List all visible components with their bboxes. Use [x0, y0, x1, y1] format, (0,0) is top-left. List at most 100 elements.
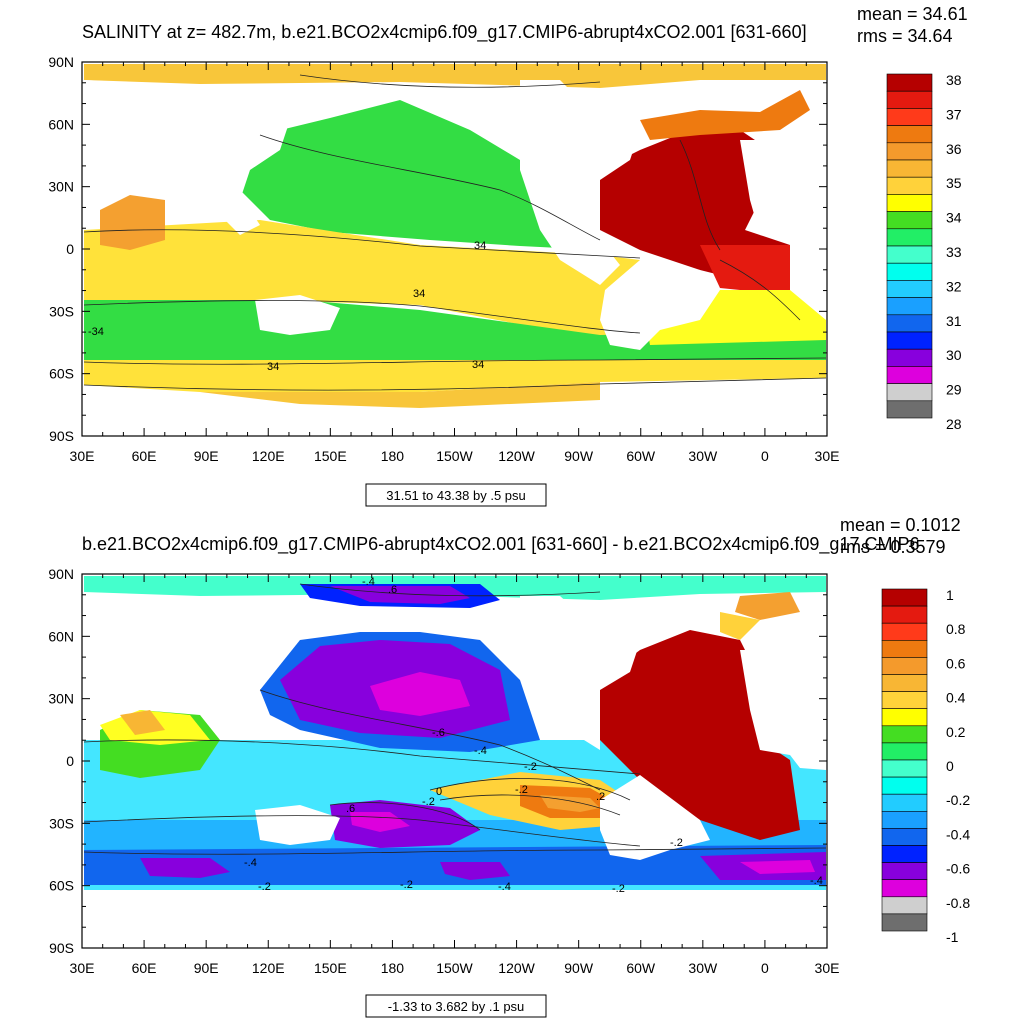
- colorbar-swatch: [881, 674, 928, 692]
- contour-label: -.4: [810, 875, 823, 887]
- lon-tick-label: 180: [381, 960, 405, 976]
- rms-label: rms = 0.3579: [840, 537, 946, 557]
- contour-label: -.4: [362, 576, 375, 588]
- colorbar-swatch: [881, 793, 928, 812]
- lat-tick-label: 30S: [49, 815, 74, 831]
- panel-difference: b.e21.BCO2x4cmip6.f09_g17.CMIP6-abrupt4x…: [48, 515, 970, 1018]
- contour-label: 0: [436, 786, 442, 798]
- lon-tick-label: 30E: [815, 960, 840, 976]
- contour-info: -1.33 to 3.682 by .1 psu: [388, 999, 525, 1014]
- colorbar-label: -0.6: [946, 861, 970, 877]
- lat-tick-label: 30N: [48, 691, 74, 707]
- mean-label: mean = 34.61: [857, 4, 968, 24]
- lon-tick-label: 150E: [314, 960, 347, 976]
- lat-tick-label: 90S: [49, 428, 74, 444]
- contour-label: 34: [472, 359, 484, 371]
- colorbar-swatch: [881, 810, 928, 829]
- colorbar-label: 0.2: [946, 724, 966, 740]
- lat-tick-label: 30S: [49, 303, 74, 319]
- contour-label: -.4: [498, 881, 511, 893]
- colorbar-label: 0.4: [946, 690, 966, 706]
- contour-label: -.2: [515, 784, 528, 796]
- lon-tick-label: 90E: [194, 448, 219, 464]
- lon-tick-label: 30W: [688, 960, 718, 976]
- mean-label: mean = 0.1012: [840, 515, 961, 535]
- lon-tick-label: 120E: [252, 960, 285, 976]
- colorbar-swatch: [886, 262, 933, 281]
- colorbar-label: 0.6: [946, 655, 966, 671]
- lon-tick-label: 90W: [564, 448, 594, 464]
- colorbar-swatch: [886, 176, 933, 195]
- land-mask: [84, 596, 826, 946]
- contour-lines: [83, 583, 827, 855]
- contour-label: -.2: [422, 796, 435, 808]
- lon-tick-label: 30E: [815, 448, 840, 464]
- colorbar-swatch: [881, 862, 928, 880]
- lat-tick-label: 60N: [48, 116, 74, 132]
- colorbar-swatch: [881, 708, 928, 727]
- colorbar-label: 35: [946, 175, 962, 191]
- lat-tick-label: 90N: [48, 54, 74, 70]
- colorbar-swatch: [886, 108, 933, 126]
- colorbar-swatch: [881, 588, 928, 607]
- contour-label: -.2: [258, 881, 271, 893]
- lon-tick-label: 120W: [498, 960, 535, 976]
- colorbar-label: -0.4: [946, 826, 970, 842]
- lon-tick-label: 150W: [436, 448, 473, 464]
- colorbar-swatch: [886, 314, 933, 333]
- contour-label: -.4: [474, 745, 487, 757]
- colorbar-label: 1: [946, 587, 954, 603]
- colorbar-swatch: [881, 759, 928, 778]
- contour-info-box: -1.33 to 3.682 by .1 psu: [365, 994, 547, 1018]
- map-area: 34 34 -34 34 34: [81, 61, 828, 437]
- colorbar-label: 31: [946, 313, 962, 329]
- colorbar-label: 32: [946, 278, 962, 294]
- lat-tick-label: 30N: [48, 179, 74, 195]
- contour-labels: 34 34 -34 34 34: [88, 240, 486, 373]
- colorbar-swatch: [886, 400, 933, 419]
- contour-label: .6: [346, 803, 355, 815]
- colorbar-label: 34: [946, 210, 962, 226]
- land-mask: [84, 80, 826, 350]
- contour-label: -34: [88, 326, 104, 338]
- colorbar-label: 30: [946, 347, 962, 363]
- lon-tick-label: 120W: [498, 448, 535, 464]
- colorbar-swatch: [886, 366, 933, 384]
- lon-tick-label: 90E: [194, 960, 219, 976]
- colorbar-swatch: [881, 742, 928, 761]
- lon-tick-label: 30E: [70, 448, 95, 464]
- contour-label: 34: [413, 288, 425, 300]
- colorbar-swatch: [881, 913, 928, 932]
- lon-tick-label: 0: [761, 960, 769, 976]
- colorbar-swatch: [881, 845, 928, 863]
- colorbar-swatch: [881, 657, 928, 675]
- colorbar-swatch: [881, 828, 928, 846]
- colorbar-label: -0.2: [946, 792, 970, 808]
- colorbar-swatch: [881, 896, 928, 915]
- contour-label: -.6: [432, 727, 445, 739]
- lon-tick-label: 60E: [132, 448, 157, 464]
- rms-label: rms = 34.64: [857, 26, 953, 46]
- colorbar-swatch: [886, 383, 933, 402]
- lat-tick-label: 60N: [48, 628, 74, 644]
- colorbar-swatch: [881, 639, 928, 658]
- lon-tick-label: 150W: [436, 960, 473, 976]
- colorbar-swatch: [886, 90, 933, 109]
- panel-title: b.e21.BCO2x4cmip6.f09_g17.CMIP6-abrupt4x…: [82, 534, 919, 555]
- lon-tick-label: 0: [761, 448, 769, 464]
- colorbar-swatch: [881, 725, 928, 744]
- contour-label: -.2: [612, 883, 625, 895]
- panel-salinity: SALINITY at z= 482.7m, b.e21.BCO2x4cmip6…: [48, 4, 968, 507]
- lon-tick-label: 120E: [252, 448, 285, 464]
- lon-tick-label: 30W: [688, 448, 718, 464]
- colorbar: 1 0.8 0.6 0.4 0.2 0 -0.2 -0.4 -0.6 -0.8 -1: [881, 587, 970, 945]
- colorbar-swatch: [886, 125, 933, 144]
- contour-label: 34: [474, 240, 486, 252]
- colorbar-swatch: [881, 622, 928, 641]
- colorbar-label: -0.8: [946, 895, 970, 911]
- colorbar-label: 29: [946, 382, 962, 398]
- axis-ticks: 90N 60N 30N 0 30S 60S 90S 30E 60E 90E 120E 150E 180 1…: [48, 54, 839, 464]
- colorbar-swatch: [881, 691, 928, 709]
- map-area: -.4 .6 -.6 -.4 -.2 0 -.2 -.2 -.2 .2 -.4 …: [81, 573, 828, 949]
